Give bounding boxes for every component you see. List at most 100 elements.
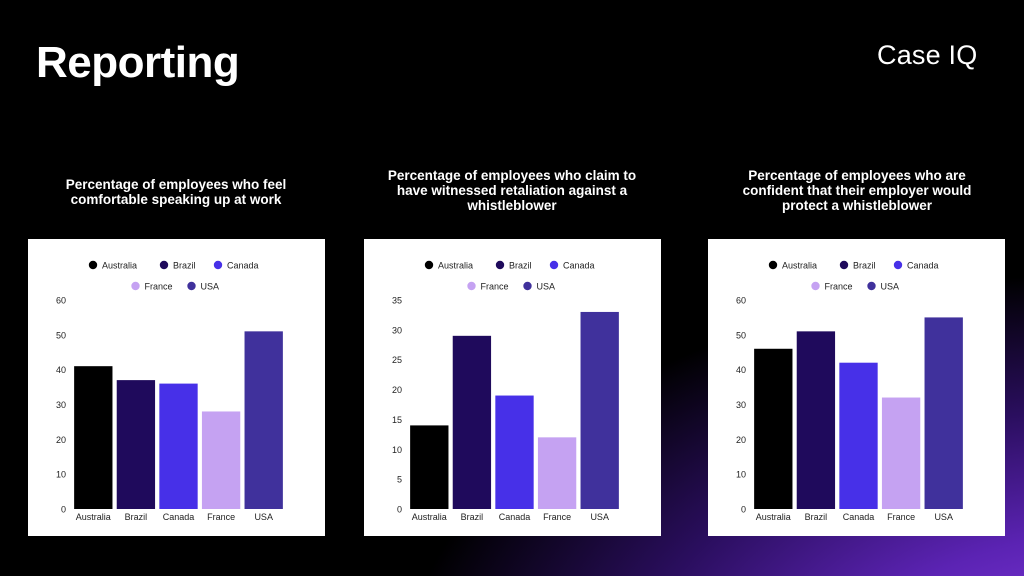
chart-title-line: protect a whistleblower	[781, 198, 933, 213]
legend-label-usa: USA	[201, 282, 220, 292]
y-tick-label: 35	[392, 296, 402, 306]
bar-usa	[924, 317, 963, 509]
legend-swatch-brazil	[495, 260, 505, 270]
chart-1-card: Australia Brazil Canada France USA 0 10 20 30 40 5…	[28, 239, 325, 536]
y-tick-label: 60	[736, 296, 746, 306]
y-tick-label: 10	[56, 470, 66, 480]
y-tick-label: 20	[56, 435, 66, 445]
bars	[754, 317, 963, 509]
x-tick-label: Canada	[499, 512, 531, 522]
y-tick-label: 20	[392, 385, 402, 395]
x-tick-label: Brazil	[125, 512, 148, 522]
legend-swatch-australia	[768, 260, 778, 270]
legend-swatch-usa	[867, 281, 876, 291]
chart-legend: Australia Brazil Canada France USA	[424, 260, 595, 292]
bar-brazil	[452, 335, 492, 509]
chart-2-card: Australia Brazil Canada France USA 0 5 10 15 20 25…	[364, 239, 661, 536]
bar-france	[201, 411, 241, 509]
y-tick-label: 0	[397, 505, 402, 515]
legend-label-canada: Canada	[563, 261, 595, 271]
legend-swatch-usa	[187, 281, 196, 291]
chart-title-line: have witnessed retaliation against a	[396, 183, 628, 198]
x-axis: Australia Brazil Canada France USA	[412, 512, 609, 522]
legend-label-usa: USA	[537, 282, 556, 292]
legend-label-canada: Canada	[907, 261, 939, 271]
x-tick-label: USA	[254, 512, 273, 522]
y-tick-label: 0	[61, 505, 66, 515]
legend-swatch-usa	[523, 281, 532, 291]
bar-france	[881, 397, 921, 509]
chart-2-svg: Australia Brazil Canada France USA 0 5 10 15 20 25…	[392, 260, 619, 522]
legend-label-australia: Australia	[438, 261, 473, 271]
y-tick-label: 30	[736, 400, 746, 410]
x-tick-label: USA	[934, 512, 953, 522]
chart-1-title: Percentage of employees who feel comforta…	[16, 177, 336, 207]
legend-label-australia: Australia	[102, 261, 137, 271]
x-tick-label: France	[543, 512, 571, 522]
case-iq-logo: Case IQ	[877, 40, 978, 70]
x-tick-label: Australia	[76, 512, 111, 522]
legend-swatch-australia	[88, 260, 98, 270]
bars	[74, 331, 283, 509]
y-tick-label: 40	[56, 365, 66, 375]
bar-canada	[159, 383, 198, 509]
y-axis: 0 10 20 30 40 50 60	[736, 296, 746, 515]
y-tick-label: 60	[56, 296, 66, 306]
chart-3-card: Australia Brazil Canada France USA 0 10 20 30 40 5…	[708, 239, 1005, 536]
y-tick-label: 25	[392, 355, 402, 365]
legend-label-canada: Canada	[227, 261, 259, 271]
y-tick-label: 30	[56, 400, 66, 410]
bar-canada	[839, 362, 878, 509]
chart-title-line: Percentage of employees who feel	[65, 177, 287, 192]
legend-label-france: France	[825, 282, 853, 292]
bar-france	[537, 437, 577, 509]
legend-label-brazil: Brazil	[509, 261, 532, 271]
legend-swatch-france	[467, 281, 476, 291]
y-tick-label: 10	[392, 445, 402, 455]
x-tick-label: USA	[590, 512, 609, 522]
y-tick-label: 0	[741, 505, 746, 515]
y-tick-label: 5	[397, 475, 402, 485]
chart-title-line: Percentage of employees who are	[748, 168, 966, 183]
bar-brazil	[116, 380, 156, 509]
y-axis: 0 10 20 30 40 50 60	[56, 296, 66, 515]
x-tick-label: France	[887, 512, 915, 522]
bars	[410, 311, 619, 509]
legend-swatch-brazil	[839, 260, 849, 270]
chart-title-line: whistleblower	[467, 198, 557, 213]
y-tick-label: 10	[736, 470, 746, 480]
chart-title-line: Percentage of employees who claim to	[387, 168, 637, 183]
bar-australia	[754, 348, 793, 509]
legend-swatch-canada	[893, 260, 903, 270]
x-tick-label: Australia	[756, 512, 791, 522]
legend-swatch-france	[811, 281, 820, 291]
x-axis: Australia Brazil Canada France USA	[76, 512, 273, 522]
y-tick-label: 50	[736, 330, 746, 340]
slide-title: Reporting	[36, 38, 240, 87]
bar-brazil	[796, 331, 836, 509]
x-tick-label: Brazil	[461, 512, 484, 522]
bar-usa	[580, 311, 619, 509]
legend-label-france: France	[145, 282, 173, 292]
y-tick-label: 50	[56, 330, 66, 340]
bar-australia	[74, 366, 113, 509]
y-tick-label: 20	[736, 435, 746, 445]
chart-3-title: Percentage of employees who are confident…	[697, 168, 1017, 213]
x-tick-label: France	[207, 512, 235, 522]
legend-swatch-australia	[424, 260, 434, 270]
legend-label-brazil: Brazil	[853, 261, 876, 271]
chart-legend: Australia Brazil Canada France USA	[768, 260, 939, 292]
y-tick-label: 15	[392, 415, 402, 425]
x-tick-label: Brazil	[805, 512, 828, 522]
legend-swatch-brazil	[159, 260, 169, 270]
y-tick-label: 30	[392, 325, 402, 335]
legend-label-usa: USA	[881, 282, 900, 292]
chart-title-line: confident that their employer would	[742, 183, 972, 198]
x-tick-label: Australia	[412, 512, 447, 522]
bar-usa	[244, 331, 283, 509]
legend-label-australia: Australia	[782, 261, 817, 271]
chart-2-title: Percentage of employees who claim to have…	[352, 168, 672, 213]
legend-label-france: France	[481, 282, 509, 292]
x-tick-label: Canada	[163, 512, 195, 522]
chart-1-svg: Australia Brazil Canada France USA 0 10 20 30 40 5…	[56, 260, 283, 522]
